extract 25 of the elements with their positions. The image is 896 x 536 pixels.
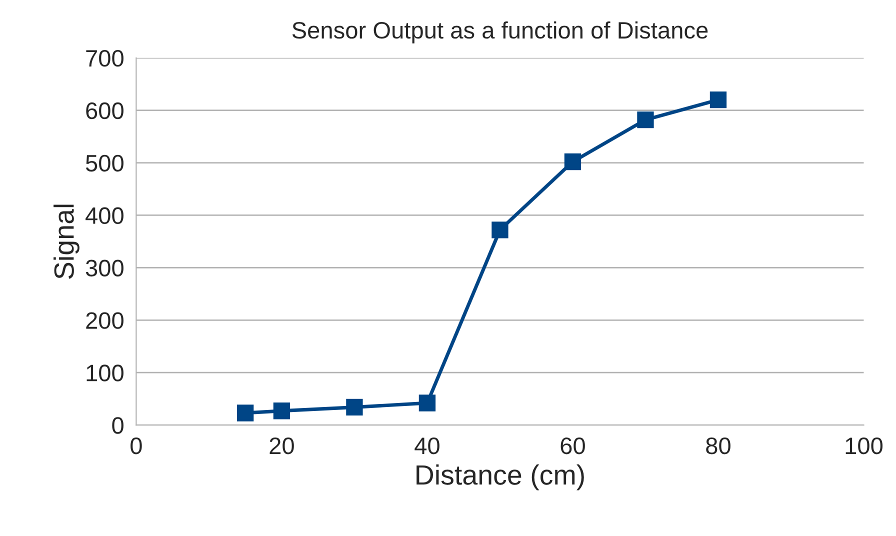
- y-tick-label: 600: [86, 102, 124, 120]
- y-tick-label: 700: [86, 50, 124, 67]
- y-tick-label: 300: [86, 260, 124, 276]
- chart-title: Sensor Output as a function of Distance: [292, 21, 708, 44]
- point: [637, 111, 654, 128]
- y-tick-label: 400: [86, 207, 124, 224]
- point: [236, 404, 254, 422]
- point: [273, 402, 290, 420]
- x-axis-title: Distance (cm): [416, 464, 584, 490]
- y-tick-label: 200: [86, 312, 124, 329]
- point: [418, 394, 436, 412]
- x-tick-label: 40: [414, 437, 440, 454]
- point: [564, 153, 582, 170]
- x-tick-label: 60: [560, 437, 585, 454]
- point: [492, 222, 508, 238]
- y-tick-label: 100: [86, 364, 124, 382]
- x-tick-label: 0: [130, 437, 142, 454]
- point: [710, 92, 727, 108]
- y-tick-label: 0: [112, 417, 124, 434]
- x-tick-label: 100: [846, 437, 883, 454]
- y-tick-label: 500: [86, 154, 124, 172]
- point: [346, 398, 363, 416]
- x-tick-label: 20: [270, 437, 294, 454]
- x-tick-label: 80: [706, 437, 730, 454]
- y-axis-title: Signal: [54, 204, 80, 279]
